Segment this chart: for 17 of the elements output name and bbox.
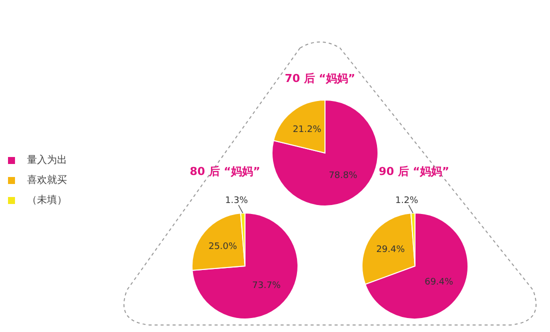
data-label: 29.4% [376, 245, 406, 256]
data-label: 21.2% [292, 125, 322, 136]
legend-label: 喜欢就买 [27, 174, 67, 187]
data-label: 1.2% [395, 196, 419, 206]
data-label: 73.7% [252, 280, 282, 291]
data-label: 69.4% [424, 278, 454, 288]
text: 80 后 “妈妈” [190, 164, 260, 180]
legend-label: （未填） [27, 194, 67, 207]
legend-label: 量入为出 [27, 154, 67, 167]
chart-title: 90 后 “妈妈” [378, 164, 450, 180]
pie-slice [272, 100, 378, 206]
data-label: 78.8% [328, 170, 358, 181]
pie-slice [364, 212, 468, 320]
pie-slice [192, 212, 298, 320]
data-label: 25.0% [208, 242, 238, 252]
data-label: 1.3% [225, 196, 248, 206]
chart-title: 70 后 “妈妈” [284, 71, 356, 87]
